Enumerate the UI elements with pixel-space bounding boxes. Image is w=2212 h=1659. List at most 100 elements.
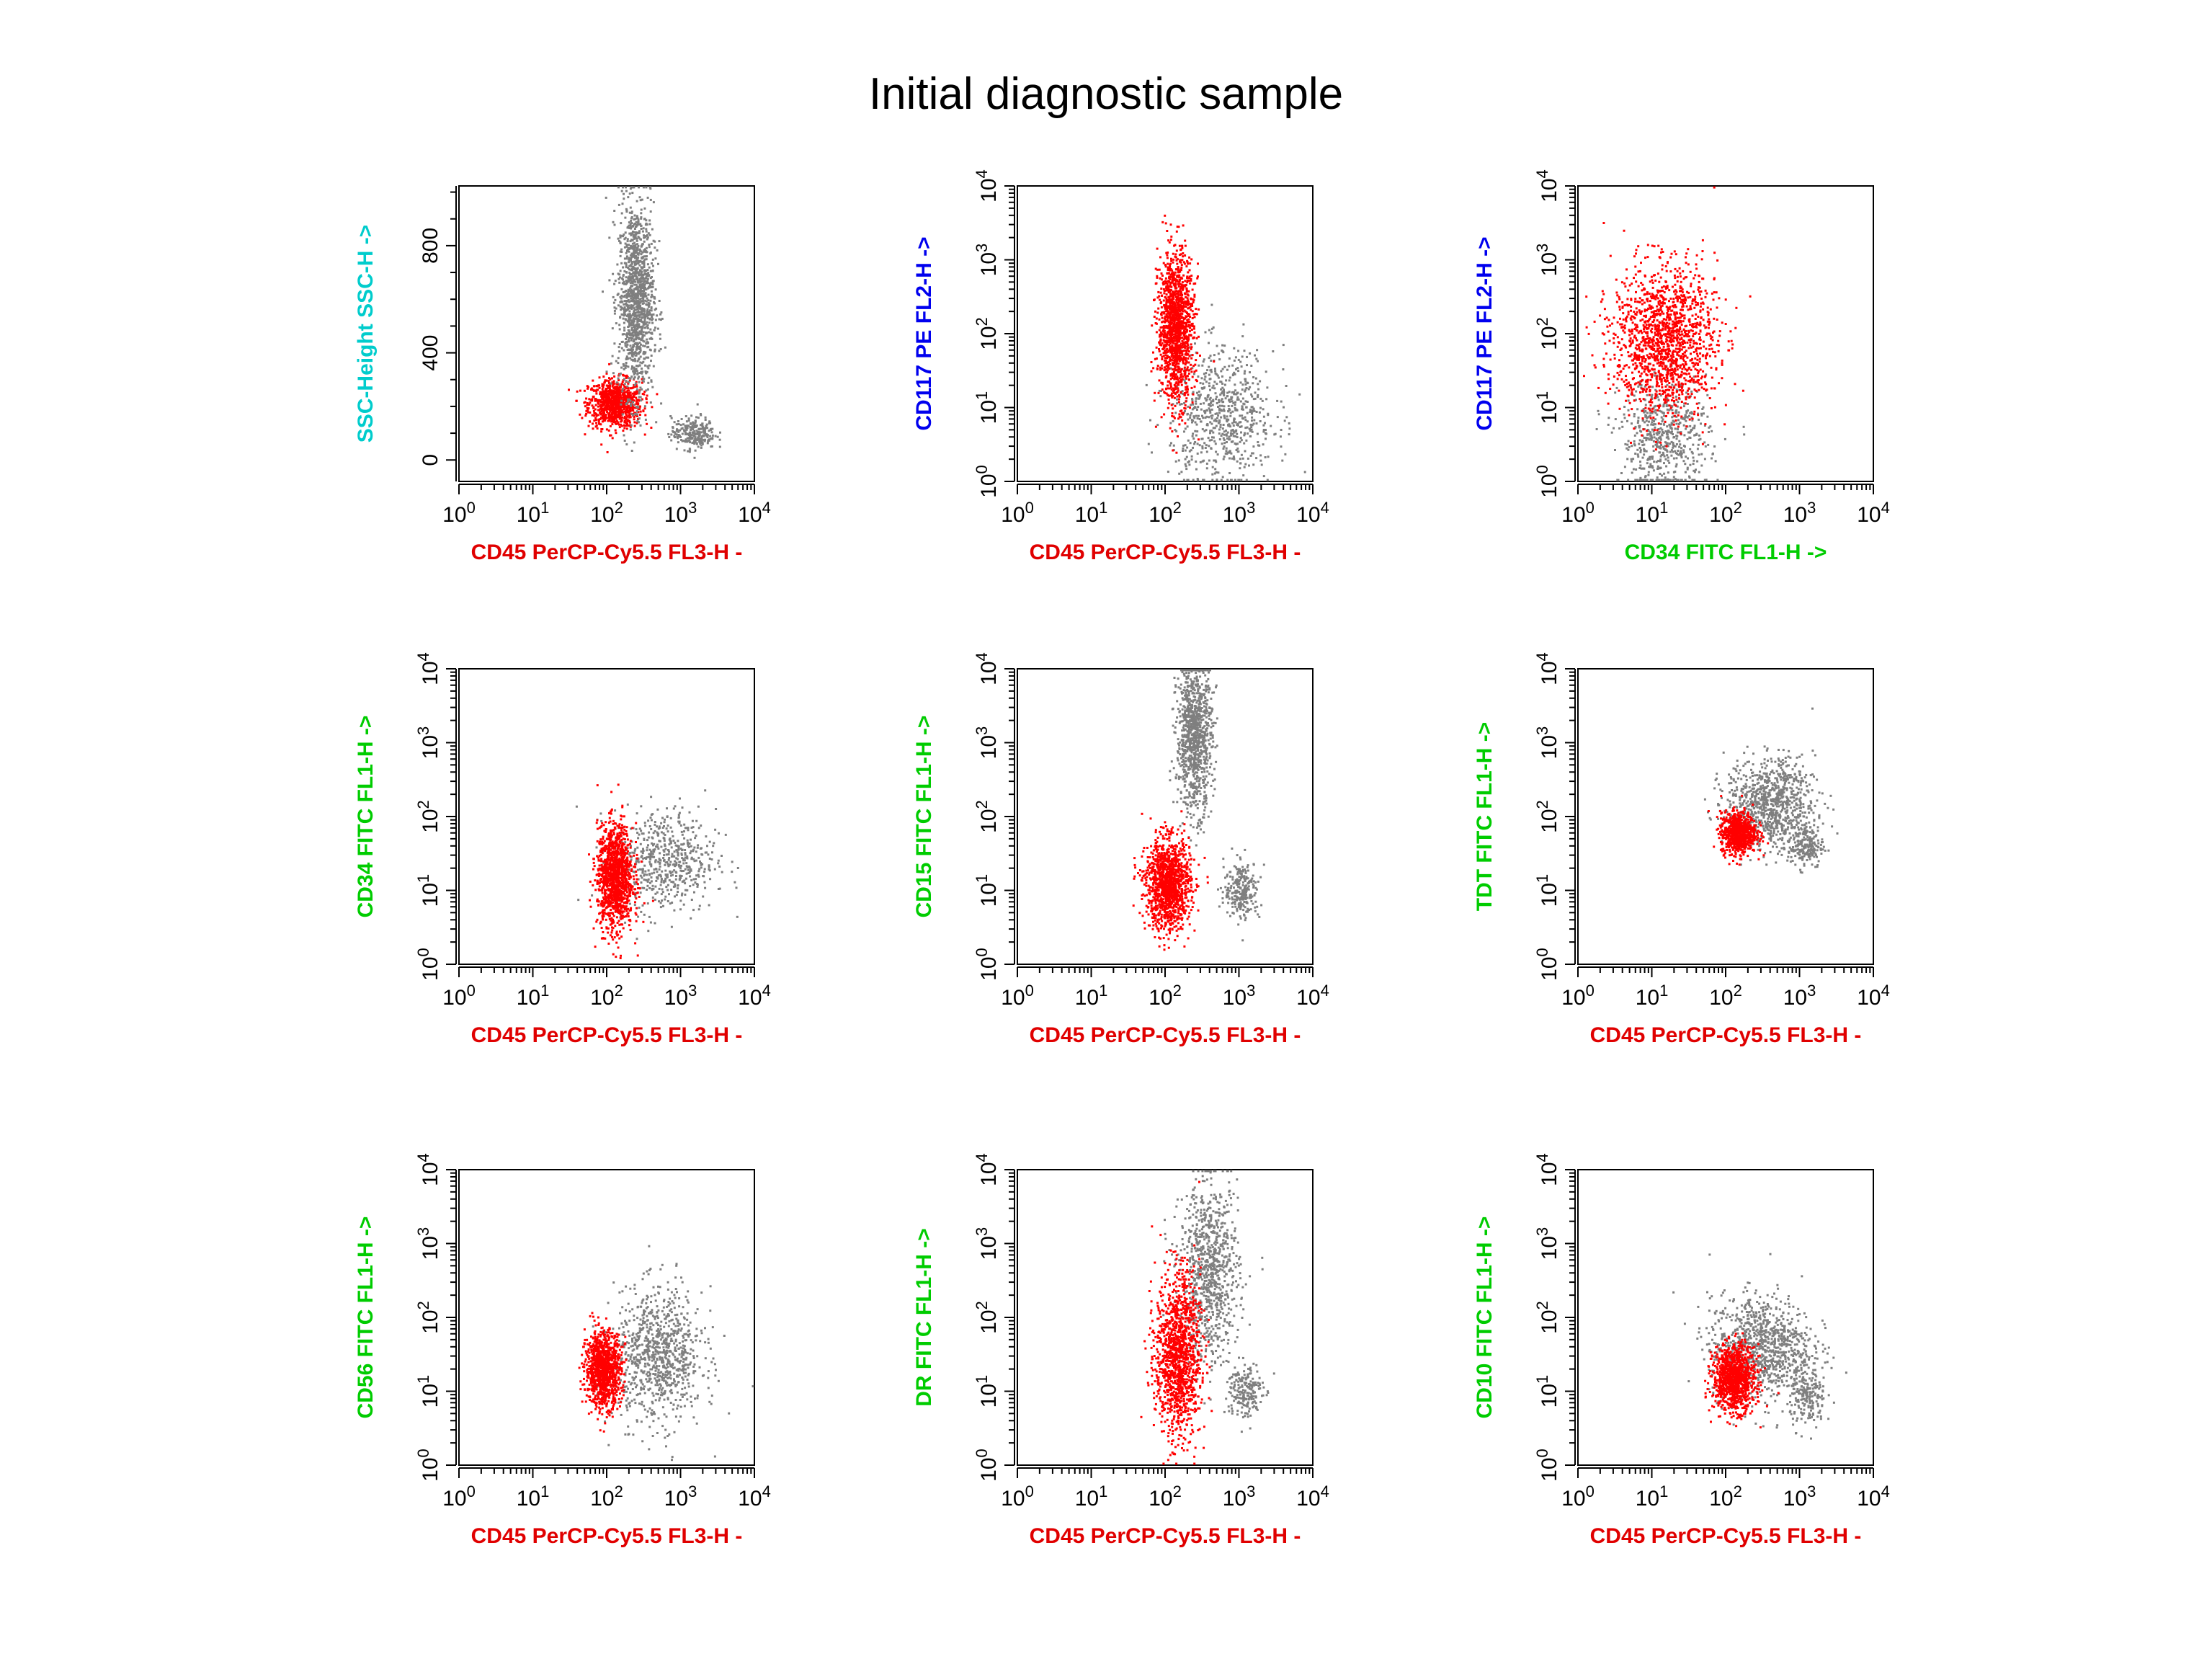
data-point [644,322,647,325]
data-point [1164,264,1167,266]
data-point [599,399,602,401]
data-point [649,210,652,213]
data-point [633,406,635,409]
data-point [1186,319,1189,321]
data-point [1172,374,1174,377]
data-point [1173,309,1176,312]
data-point [641,325,644,328]
data-point [1177,283,1179,285]
data-point [628,316,630,319]
data-point [1169,357,1172,360]
data-point [1175,451,1178,454]
data-point [627,424,630,427]
data-point [1179,259,1182,262]
data-point [1155,331,1158,334]
data-point [1240,453,1243,456]
data-point [646,394,648,397]
data-point [638,231,641,234]
data-point [611,423,614,426]
data-point [651,321,654,324]
data-point [1698,434,1700,437]
data-point [1179,342,1182,345]
data-point [634,334,637,337]
data-point [1201,445,1204,448]
data-point [639,281,642,283]
data-point [635,325,638,328]
data-point [642,360,645,363]
data-point [1257,441,1259,443]
data-point [1192,337,1195,339]
data-point [627,299,630,301]
data-point [1169,351,1172,354]
data-point [620,212,623,215]
data-point [1190,324,1193,327]
data-point [1211,414,1214,417]
data-point [1172,326,1175,329]
data-point [1173,368,1176,370]
data-point [633,247,635,250]
data-point [636,419,639,422]
data-point [616,414,619,417]
data-point [1657,399,1660,401]
data-point [646,370,648,373]
data-point [651,318,654,321]
data-point [619,250,622,253]
data-point [1195,461,1198,463]
data-point [1241,388,1244,391]
data-point [1172,419,1174,422]
data-point [630,339,633,342]
y-axis-label: CD117 PE FL2-H -> [912,236,936,430]
data-point [698,435,700,437]
data-point [1236,460,1239,463]
data-point [628,337,630,339]
data-point [618,417,621,420]
data-point [1162,280,1165,283]
data-point [635,283,638,286]
data-point [1205,444,1208,447]
data-point [625,358,628,360]
data-point [629,316,632,319]
data-point [1186,366,1189,369]
data-point [625,296,628,299]
data-point [704,438,707,441]
data-point [1208,382,1210,385]
data-point [1182,360,1185,363]
data-point [1705,373,1708,376]
data-point [1245,439,1248,442]
data-point [1178,377,1181,380]
data-point [1182,274,1185,277]
tick-label: 101 [1075,499,1108,527]
data-point [1672,442,1674,444]
data-point [1186,261,1189,264]
data-point [592,409,595,412]
data-point [1249,352,1252,355]
data-point [609,409,612,412]
data-point [1199,461,1202,463]
data-point [700,427,703,430]
data-point [685,428,688,431]
data-point [1191,408,1194,411]
data-point [630,352,633,355]
data-point [1188,330,1191,333]
data-point [622,278,624,281]
data-point [696,433,699,436]
data-point [1176,398,1178,401]
data-point [635,396,638,399]
data-point [1184,344,1187,347]
data-point [710,428,713,431]
data-point [648,337,651,340]
data-point [1678,445,1681,448]
data-point [1262,443,1265,446]
data-point [1264,456,1267,458]
data-point [1240,439,1243,442]
data-point [630,210,633,213]
data-point [1187,324,1190,326]
data-point [1627,448,1630,451]
data-point [1178,393,1180,396]
data-point [630,262,633,265]
data-point [1165,303,1168,306]
data-point [1213,459,1216,462]
data-point [1221,398,1223,401]
data-point [1166,283,1169,285]
data-point [1245,387,1248,389]
